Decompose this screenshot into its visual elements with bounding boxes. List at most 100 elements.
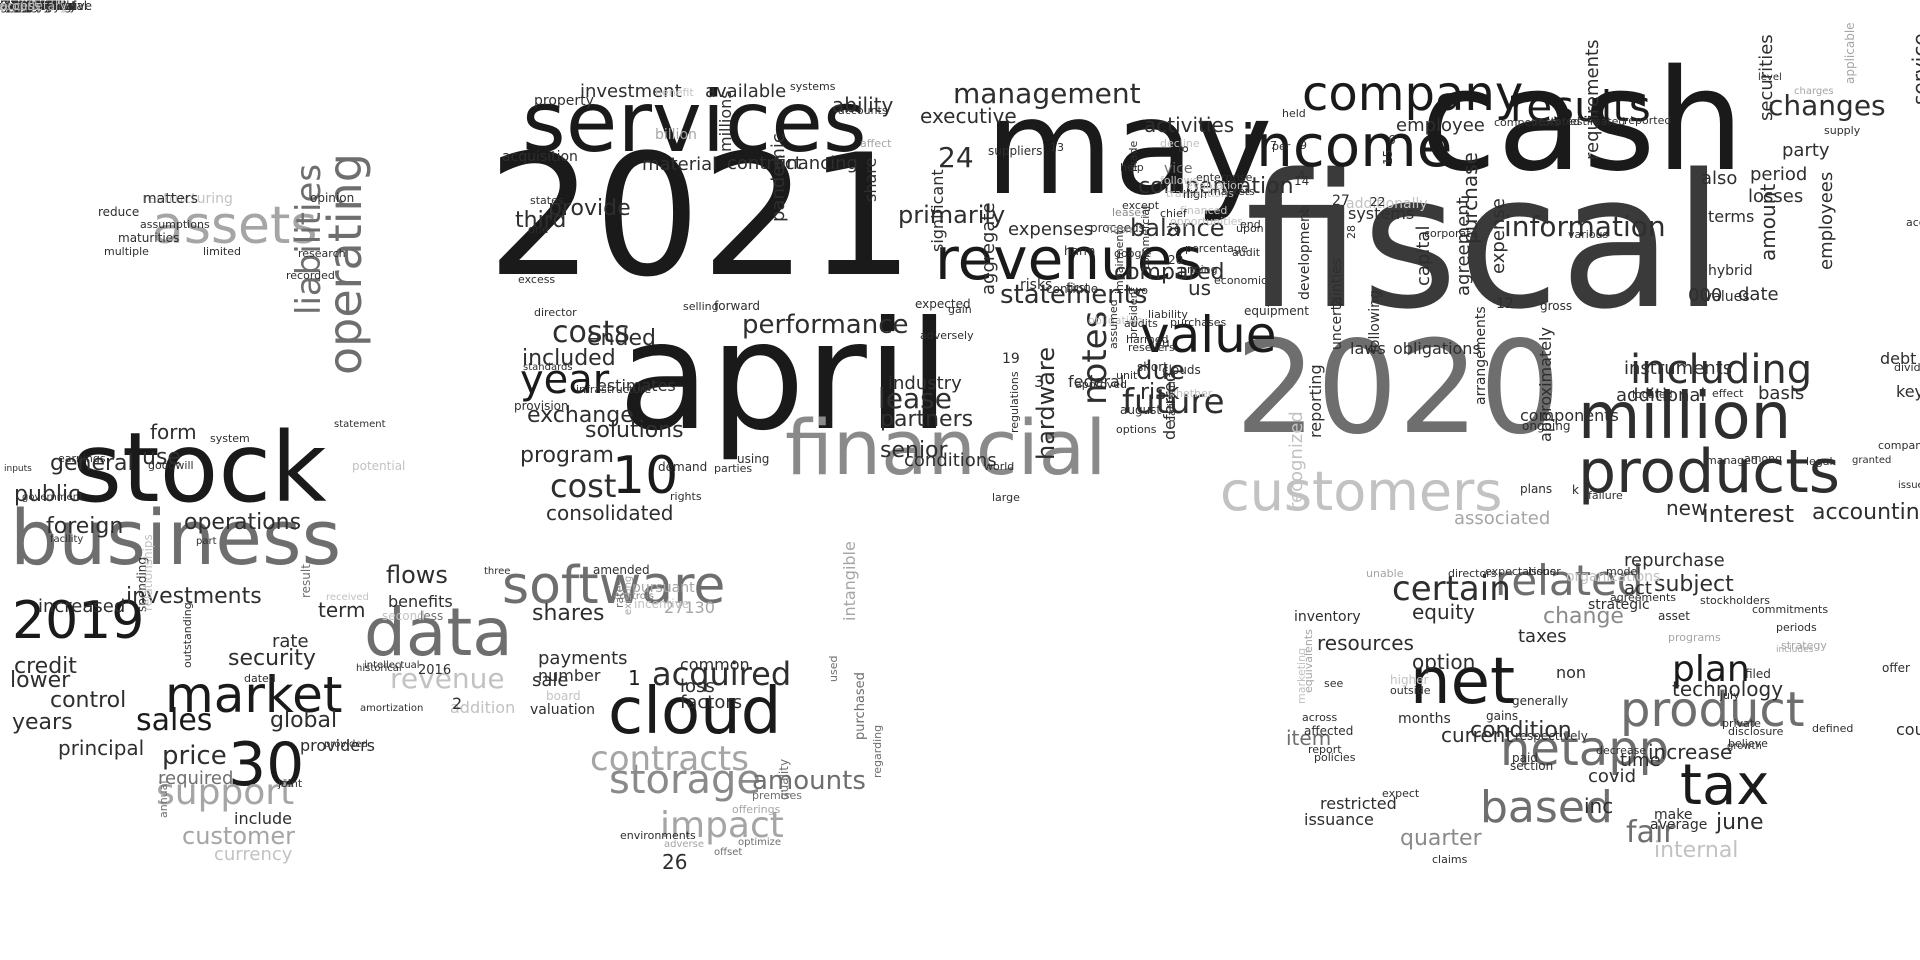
cloud-word: level [1758, 72, 1782, 83]
cloud-word: recognition [0, 0, 68, 13]
cloud-word: full [0, 0, 19, 13]
cloud-word: two [1128, 284, 1149, 297]
cloud-word: condition [1470, 718, 1572, 743]
cloud-word: issuance [1304, 810, 1374, 829]
cloud-word: instruments [1624, 358, 1733, 379]
cloud-word: millions [716, 90, 735, 152]
cloud-word: leases [1112, 206, 1147, 219]
cloud-word: development [1297, 207, 1313, 300]
cloud-word: industry [888, 373, 962, 394]
cloud-word: inventories [0, 0, 67, 13]
cloud-word: year [520, 357, 610, 403]
cloud-word: storage [609, 757, 761, 803]
cloud-word: statement [334, 419, 386, 430]
cloud-word: per [1272, 140, 1291, 153]
cloud-word: issuer [1528, 565, 1561, 578]
cloud-word: 15 [1381, 149, 1395, 165]
cloud-word: 8 [1177, 145, 1191, 153]
cloud-word: policies [1314, 751, 1356, 764]
cloud-word: unable [1366, 567, 1404, 580]
cloud-word: also [1701, 168, 1738, 189]
cloud-word: vice [1164, 161, 1193, 177]
cloud-word: restricted [1320, 794, 1397, 813]
cloud-word: harm [1064, 244, 1096, 258]
cloud-word: plans [1520, 482, 1553, 496]
cloud-word: evaluation [1186, 179, 1244, 192]
cloud-word: pandemic [768, 133, 789, 222]
cloud-word: higher [1390, 673, 1429, 687]
cloud-word: options [1116, 423, 1157, 436]
cloud-word: optimize [738, 837, 782, 848]
cloud-word: registrant [0, 0, 59, 13]
cloud-word: three [484, 566, 511, 577]
cloud-word: future [1122, 382, 1225, 422]
cloud-word: accounts [838, 104, 888, 117]
cloud-word: support [156, 772, 295, 813]
cloud-word: range [0, 0, 35, 13]
cloud-word: approved [1075, 378, 1127, 391]
cloud-word: legal [1806, 455, 1833, 468]
cloud-word: item [1286, 726, 1332, 750]
cloud-word: various [1568, 228, 1609, 241]
cloud-word: states [530, 194, 564, 207]
cloud-word: audits [1124, 317, 1158, 330]
cloud-word: interest [1702, 500, 1795, 528]
cloud-word: using [737, 452, 770, 466]
cloud-word: international [0, 0, 77, 13]
cloud-word: received [326, 592, 369, 603]
cloud-word: google [1114, 247, 1152, 260]
cloud-word: second [382, 609, 425, 623]
cloud-word: 14 [1294, 174, 1310, 188]
cloud-word: accrued [1906, 216, 1920, 229]
cloud-word: 2020 [1235, 314, 1561, 463]
cloud-word: asset [1658, 609, 1690, 623]
cloud-word: fixed [0, 0, 30, 13]
cloud-word: risk [1140, 380, 1180, 405]
cloud-word: billion [655, 127, 697, 143]
cloud-word: adverse [664, 839, 705, 850]
cloud-word: competitors [1494, 116, 1560, 129]
cloud-word: large [992, 491, 1020, 504]
cloud-word: timing [0, 0, 39, 13]
cloud-word: 10 [612, 446, 679, 506]
cloud-word: reports [0, 0, 43, 13]
cloud-word: expenses [1008, 219, 1094, 240]
cloud-word: assets [152, 196, 318, 256]
cloud-word: 2021 [487, 118, 915, 314]
cloud-word: average [1650, 817, 1708, 833]
cloud-word: march [0, 0, 38, 13]
cloud-word: selling [683, 300, 719, 313]
cloud-word: components [1520, 406, 1619, 425]
cloud-word: operate [0, 0, 47, 13]
cloud-word: maturities [118, 231, 180, 245]
cloud-word: operations [184, 510, 302, 535]
cloud-word: system [210, 432, 250, 445]
cloud-word: generally [1512, 694, 1569, 708]
cloud-word: value [1140, 306, 1277, 364]
cloud-word: high [1183, 188, 1207, 201]
cloud-word: respect [0, 0, 45, 13]
cloud-word: factors [680, 692, 743, 713]
cloud-word: spot [0, 0, 26, 13]
cloud-word: program [520, 443, 614, 468]
cloud-word: recognize [0, 0, 59, 13]
cloud-word: subject [1654, 572, 1734, 597]
cloud-word: equity [1412, 600, 1475, 624]
cloud-word: distribution [0, 0, 69, 13]
cloud-word: used [827, 655, 840, 682]
cloud-word: years [12, 710, 73, 735]
cloud-word: issued [1898, 480, 1920, 491]
cloud-word: world [984, 460, 1015, 473]
cloud-word: decrease [1596, 744, 1647, 757]
cloud-word: values [1704, 289, 1750, 305]
cloud-word: protect [0, 0, 44, 13]
cloud-word: generated [0, 0, 62, 13]
cloud-word: period [1750, 164, 1808, 185]
cloud-word: markets [1210, 185, 1255, 198]
cloud-word: additional [1616, 385, 1706, 406]
cloud-word: addition [450, 698, 516, 717]
cloud-word: one [528, 223, 549, 236]
cloud-word: inc [1584, 794, 1614, 818]
cloud-word: upon [1236, 222, 1264, 235]
cloud-word: option [1412, 650, 1476, 674]
